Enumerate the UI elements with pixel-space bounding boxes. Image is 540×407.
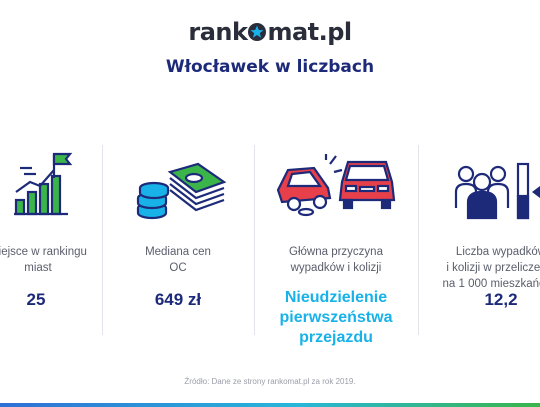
ranking-chart-icon [14,152,73,216]
stat-label-line: wypadków i kolizji [290,262,382,274]
stat-label: Miejsce w rankingu miast [0,244,100,276]
car-crash-icon [276,154,396,217]
stat-value-line: Nieudzielenie [284,289,388,306]
logo-text-right: mat.pl [267,18,352,46]
divider [102,145,103,335]
stat-label-line: i kolizji w przeliczeniu [446,262,540,274]
stat-value: Nieudzielenie pierwszeństwa przejazdu [254,288,418,348]
stat-value-line: przejazdu [299,329,373,346]
stat-value: 25 [26,290,46,309]
next-arrow-icon[interactable] [532,186,540,198]
stat-label-line: miast [24,262,52,274]
stat-label-line: OC [169,262,187,274]
stat-ranking: Miejsce w rankingu miast 25 [0,0,100,407]
people-gauge-icon [454,162,530,220]
brand-logo: rank mat.pl [0,18,540,46]
divider [254,145,255,335]
money-coins-icon [136,162,227,220]
divider [418,145,419,335]
stat-label: Główna przyczyna wypadków i kolizji [254,244,418,276]
stat-value: 649 zł [154,290,202,309]
stat-oc-median: Mediana cen OC 649 zł [102,0,254,407]
page-title: Włocławek w liczbach [165,57,375,77]
star-logo-icon [248,23,267,41]
stat-label-line: Mediana cen [145,246,211,258]
bottom-gradient-bar [0,403,540,407]
stat-label-line: Miejsce w rankingu [0,246,87,258]
stat-label: Liczba wypadków i kolizji w przeliczeniu… [436,244,540,292]
stat-label-line: Główna przyczyna [289,246,383,258]
stat-label: Mediana cen OC [102,244,254,276]
stat-label-line: Liczba wypadków [455,246,540,258]
stat-value: 12,2 [484,290,518,309]
stat-label-line: na 1 000 mieszkańców [442,278,540,290]
stat-accidents-per-1000: Liczba wypadków i kolizji w przeliczeniu… [418,0,540,407]
source-note: Źródło: Dane ze strony rankomat.pl za ro… [184,377,356,386]
logo-text-left: rank [188,18,248,46]
stat-main-cause: Główna przyczyna wypadków i kolizji Nieu… [254,0,418,407]
stat-value-line: pierwszeństwa [279,309,393,326]
